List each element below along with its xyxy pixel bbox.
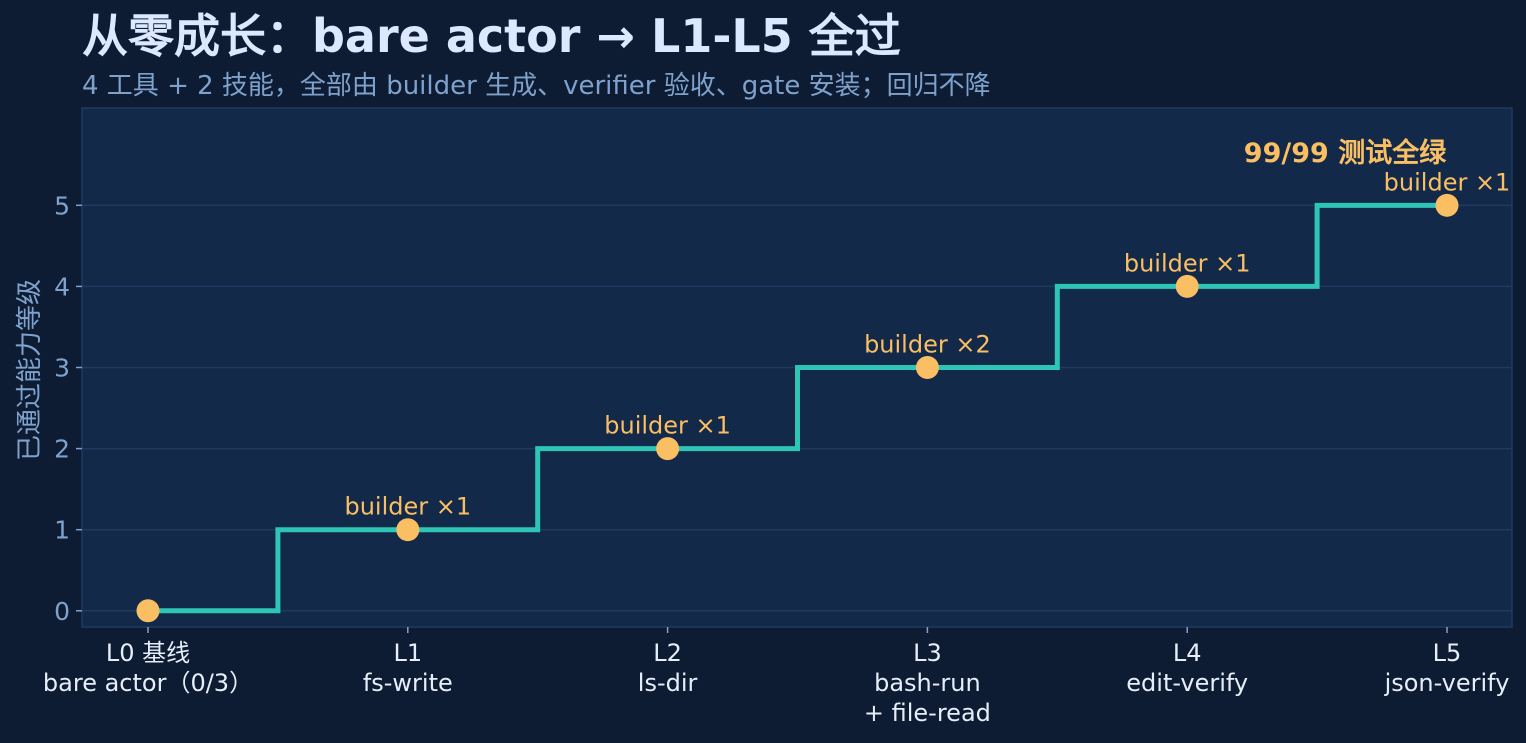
data-points — [136, 193, 1459, 623]
x-tick-label-2-line1: L2 — [653, 639, 682, 667]
y-tick-label-1: 1 — [54, 516, 70, 545]
x-tick-label-5-line1: L5 — [1433, 639, 1462, 667]
data-point-3 — [915, 356, 939, 379]
y-axis: 0 1 2 3 4 5 — [54, 191, 82, 626]
data-point-1 — [396, 518, 420, 542]
tests-passed-annotation: 99/99 测试全绿 — [1244, 137, 1447, 169]
y-tick-label-5: 5 — [54, 191, 70, 220]
data-point-5 — [1435, 193, 1459, 217]
x-tick-label-4-line1: L4 — [1173, 639, 1202, 667]
point-annotation-4: builder ×1 — [1124, 249, 1251, 277]
point-annotation-3: builder ×2 — [864, 331, 991, 359]
x-tick-label-4-line2: edit-verify — [1126, 669, 1248, 697]
point-annotations: builder ×1 builder ×1 builder ×2 builder ×1… — [344, 168, 1510, 520]
chart-title: 从零成长：bare actor → L1-L5 全过 — [82, 9, 901, 63]
point-annotation-2: builder ×1 — [604, 412, 731, 440]
y-tick-label-4: 4 — [54, 272, 70, 301]
chart-subtitle: 4 工具 + 2 技能，全部由 builder 生成、verifier 验收、g… — [82, 71, 991, 101]
x-tick-label-3-line2: bash-run — [874, 669, 981, 697]
x-tick-label-3-line3: + file-read — [864, 699, 991, 727]
x-tick-label-0-line2: bare actor（0/3） — [43, 669, 253, 697]
x-tick-label-5-line2: json-verify — [1384, 669, 1510, 697]
y-axis-label: 已通过能力等级 — [15, 279, 45, 461]
x-tick-label-1-line2: fs-write — [363, 669, 453, 697]
point-annotation-1: builder ×1 — [344, 493, 471, 521]
data-point-2 — [656, 437, 680, 461]
step-line-series — [148, 202, 1447, 614]
point-annotation-5: builder ×1 — [1384, 168, 1511, 196]
x-tick-label-1-line1: L1 — [393, 639, 422, 667]
x-tick-label-0-line1: L0 基线 — [106, 639, 190, 667]
y-tick-label-3: 3 — [54, 354, 70, 383]
y-tick-label-0: 0 — [54, 597, 70, 626]
x-tick-label-3-line1: L3 — [913, 639, 942, 667]
data-point-0 — [136, 599, 160, 623]
y-tick-label-2: 2 — [54, 435, 70, 464]
x-tick-label-2-line2: ls-dir — [638, 669, 698, 697]
data-point-4 — [1175, 274, 1199, 298]
